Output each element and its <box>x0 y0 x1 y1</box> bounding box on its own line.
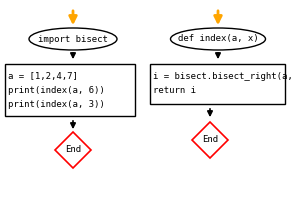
Text: End: End <box>65 145 81 155</box>
Bar <box>150 64 285 104</box>
Text: print(index(a, 6)): print(index(a, 6)) <box>8 86 105 95</box>
Text: import bisect: import bisect <box>38 35 108 43</box>
Text: i = bisect.bisect_right(a, x): i = bisect.bisect_right(a, x) <box>153 72 293 81</box>
Text: End: End <box>202 136 218 144</box>
Text: print(index(a, 3)): print(index(a, 3)) <box>8 100 105 109</box>
Text: def index(a, x): def index(a, x) <box>178 35 258 43</box>
Text: a = [1,2,4,7]: a = [1,2,4,7] <box>8 72 78 81</box>
Bar <box>5 64 135 116</box>
Text: return i: return i <box>153 86 196 95</box>
